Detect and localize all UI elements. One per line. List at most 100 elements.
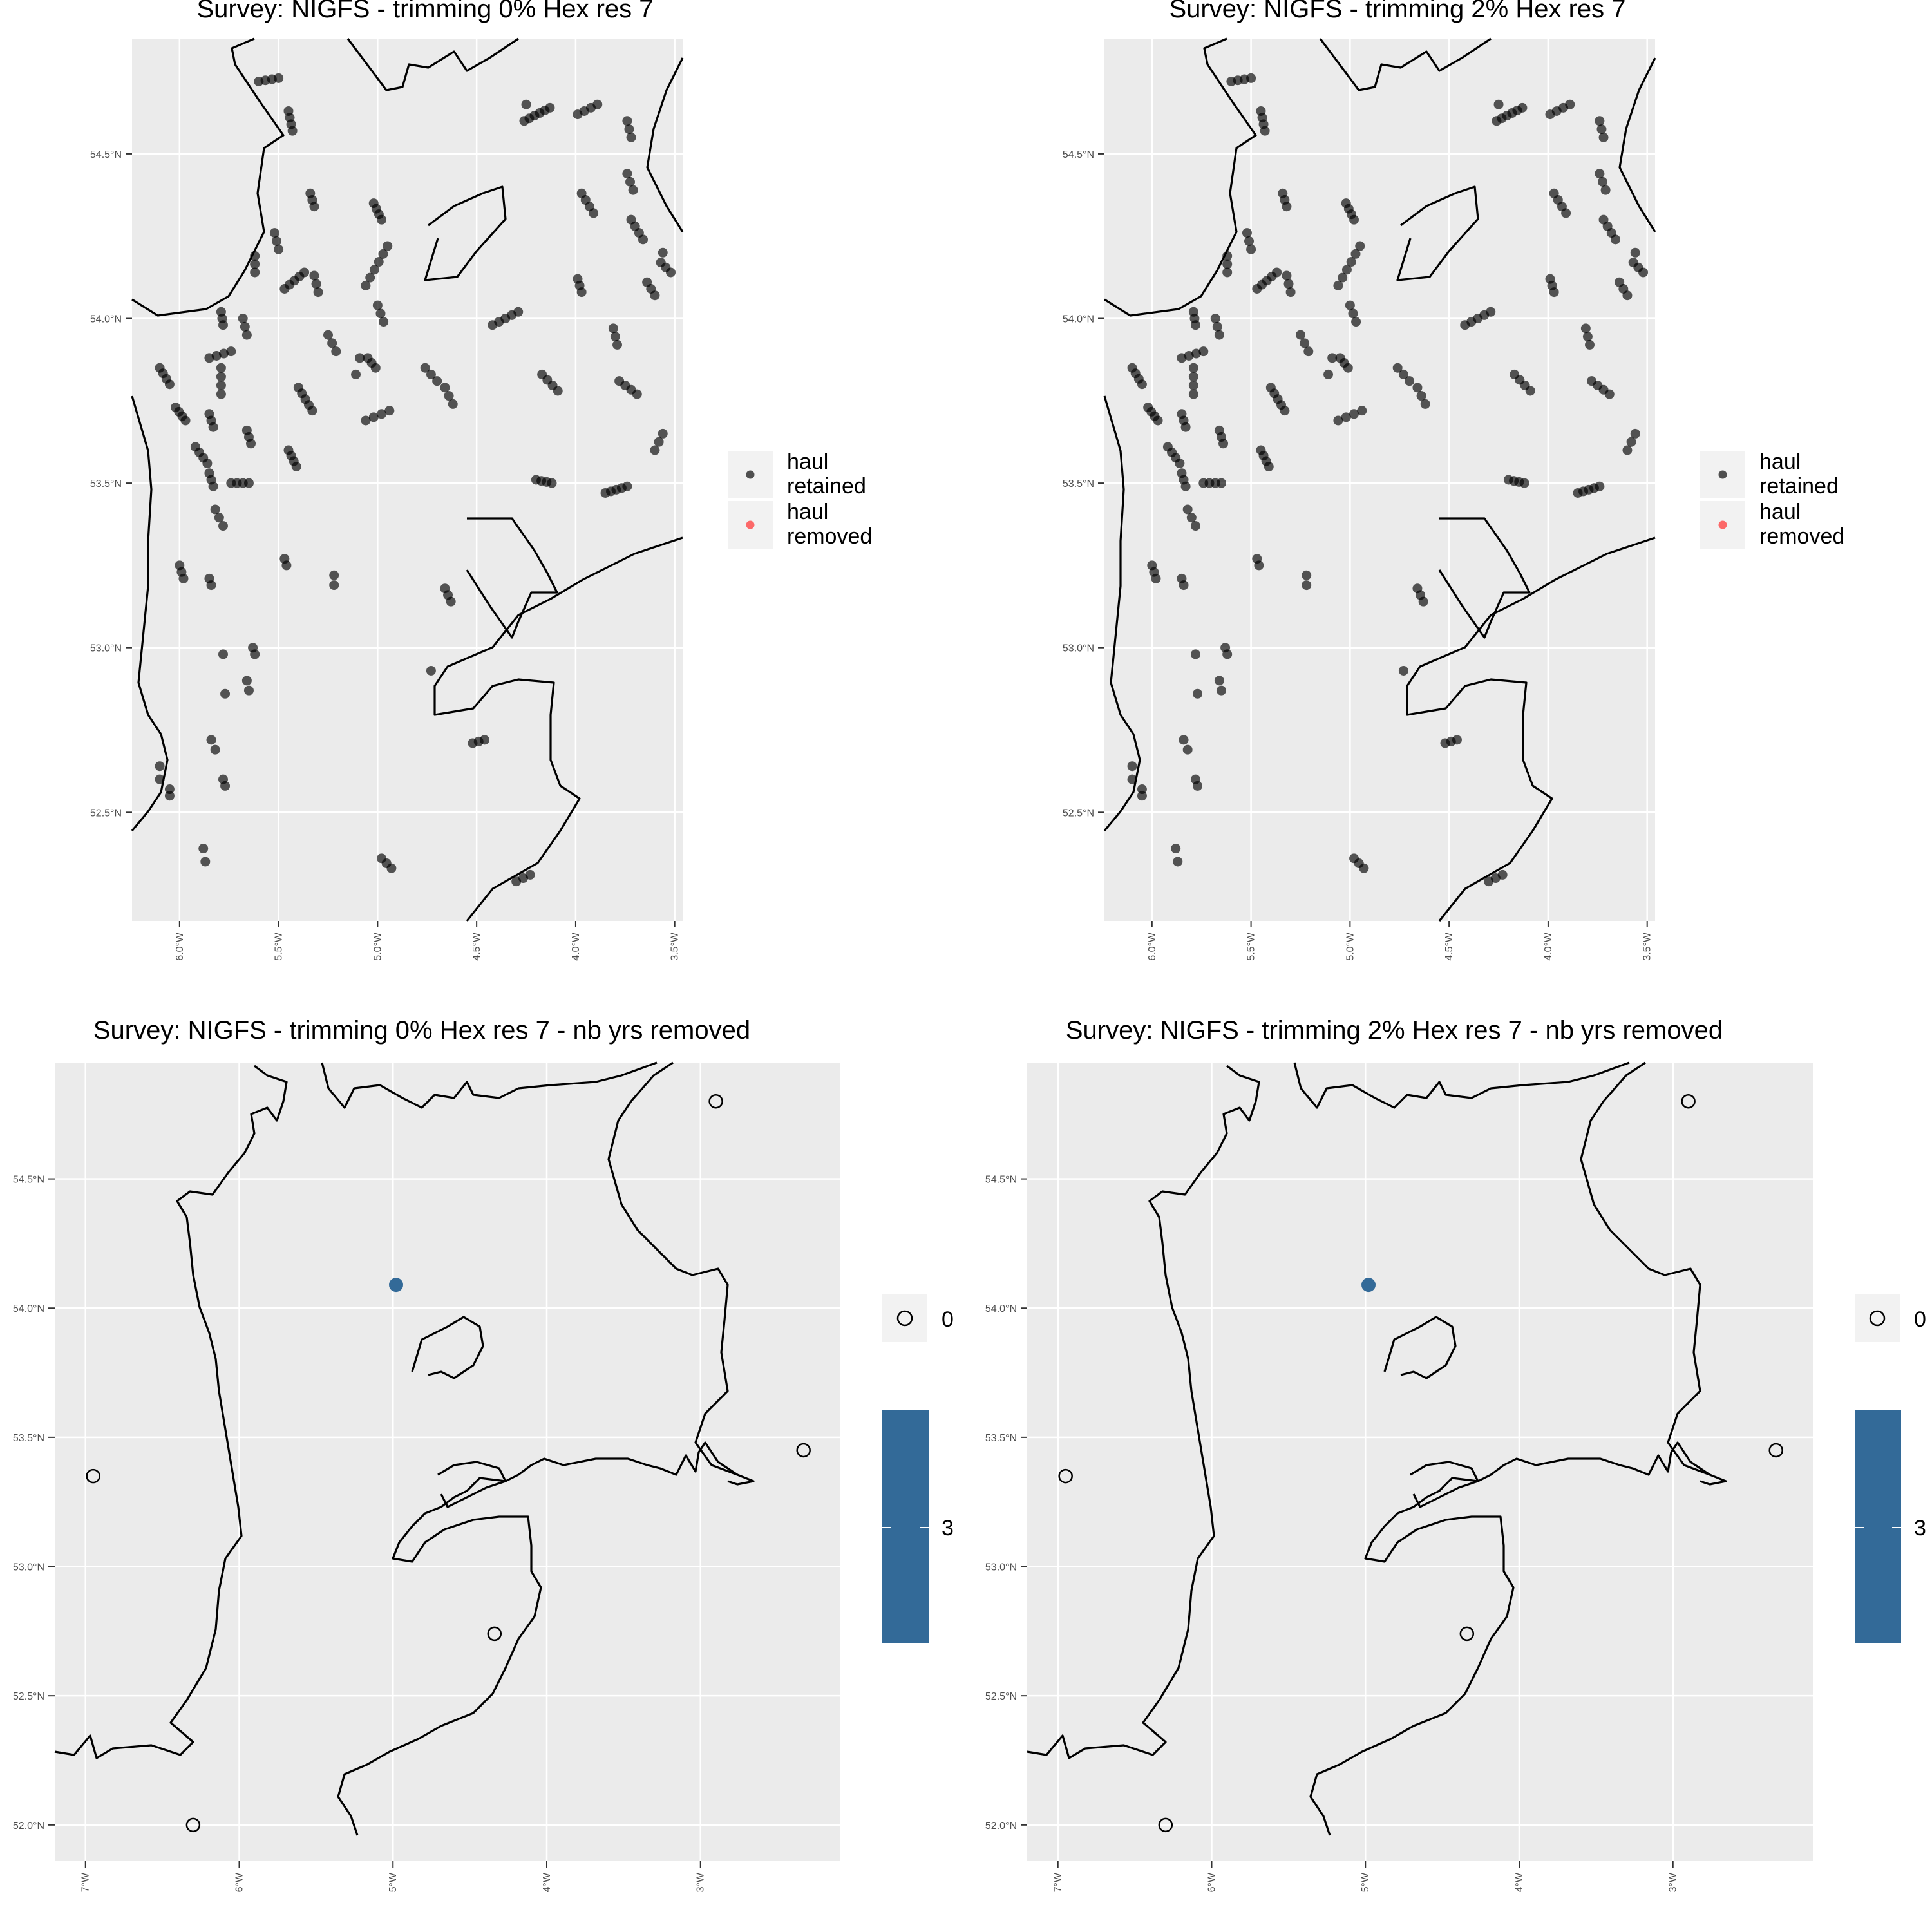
coastline — [1397, 187, 1478, 280]
haul-point — [1153, 415, 1163, 426]
haul-point — [1596, 124, 1607, 135]
haul-point — [377, 409, 387, 419]
coastline — [132, 396, 167, 831]
haul-point — [1188, 389, 1198, 399]
haul-point — [214, 513, 224, 523]
haul-point — [1359, 863, 1369, 873]
y-tick-label: 52.5°N — [13, 1691, 44, 1702]
haul-point — [250, 267, 260, 278]
haul-point — [307, 406, 317, 416]
haul-point — [1242, 228, 1252, 238]
haul-point — [1190, 521, 1200, 531]
haul-point — [243, 478, 254, 488]
haul-point — [1638, 267, 1649, 278]
haul-point — [242, 330, 252, 340]
haul-point — [420, 363, 430, 373]
haul-point — [1193, 781, 1203, 791]
haul-point — [218, 320, 228, 330]
haul-point — [1392, 363, 1403, 373]
haul-point — [1597, 176, 1607, 187]
haul-point — [1264, 462, 1274, 472]
haul-point — [1260, 126, 1270, 136]
haul-point — [1338, 272, 1348, 283]
haul-point — [1282, 202, 1292, 212]
haul-point — [1519, 478, 1530, 488]
coastline — [609, 1063, 753, 1484]
haul-point — [250, 649, 260, 659]
haul-point — [1282, 270, 1292, 281]
legend-label: haul — [1759, 450, 1801, 474]
haul-point — [1333, 415, 1343, 426]
haul-point — [313, 287, 323, 298]
haul-point — [1517, 102, 1528, 113]
legend-label: retained — [787, 474, 866, 498]
x-tick-label: 4°W — [542, 1872, 553, 1892]
haul-point — [1418, 596, 1428, 607]
x-tick-label: 3.5°W — [670, 932, 681, 961]
haul-point — [444, 391, 454, 401]
coastline — [322, 1063, 657, 1108]
haul-point — [624, 124, 634, 135]
hex-point-zero — [86, 1468, 100, 1484]
y-tick-label: 54.0°N — [13, 1303, 44, 1314]
haul-point — [216, 372, 226, 382]
haul-point — [361, 415, 371, 426]
haul-point — [628, 185, 638, 195]
haul-point — [1295, 330, 1305, 340]
y-tick-label: 52.5°N — [90, 808, 122, 819]
haul-point — [1626, 437, 1636, 447]
haul-point — [331, 346, 341, 357]
haul-point — [1137, 379, 1147, 390]
haul-point — [1246, 73, 1256, 83]
haul-point — [211, 350, 222, 361]
x-tick-label: 5°W — [1360, 1872, 1371, 1892]
legend: 03 — [882, 1294, 954, 1643]
haul-point — [281, 560, 292, 571]
haul-point — [1630, 428, 1640, 439]
haul-point — [1188, 380, 1198, 390]
haul-point — [1302, 580, 1312, 591]
haul-point — [272, 236, 282, 246]
map-panel-1: 52.5°N 53.0°N 53.5°N 54.0°N 54.5°N 6.0°W 5.5°W… — [1063, 39, 1655, 961]
haul-point — [1127, 774, 1137, 784]
haul-point — [1193, 688, 1203, 699]
hex-point-zero — [487, 1626, 502, 1642]
hex-point-removed — [1361, 1278, 1376, 1293]
haul-point — [206, 580, 216, 591]
haul-point — [155, 774, 165, 784]
haul-point — [1630, 247, 1640, 258]
map-panel-0: 52.5°N 53.0°N 53.5°N 54.0°N 54.5°N 6.0°W 5.5°W… — [90, 39, 683, 961]
haul-point — [1184, 350, 1194, 361]
haul-point — [1565, 99, 1575, 109]
haul-point — [1272, 267, 1282, 278]
haul-point — [1452, 735, 1462, 745]
y-tick-label: 53.0°N — [13, 1562, 44, 1573]
haul-point — [1222, 259, 1233, 269]
haul-point — [291, 462, 301, 472]
haul-point — [210, 504, 220, 515]
haul-point — [1486, 307, 1496, 317]
haul-point — [1188, 363, 1198, 373]
haul-point — [622, 169, 632, 179]
haul-point — [1188, 372, 1198, 382]
haul-point — [1622, 445, 1633, 455]
haul-point — [440, 383, 450, 393]
hex-point-zero — [1768, 1443, 1783, 1458]
haul-point — [1416, 391, 1426, 401]
hex-point-removed — [389, 1278, 404, 1293]
haul-point — [1420, 399, 1430, 409]
haul-point — [1341, 265, 1352, 275]
haul-point — [200, 857, 211, 867]
haul-point — [365, 272, 375, 283]
x-tick-label: 5.0°W — [1345, 932, 1356, 961]
haul-point — [1345, 300, 1355, 310]
map-panel-2: 52.0°N 52.5°N 53.0°N 53.5°N 54.0°N 54.5°N 7°W 6… — [13, 1063, 840, 1892]
haul-point — [576, 287, 587, 298]
haul-point — [1595, 481, 1605, 491]
haul-point — [426, 665, 436, 676]
haul-point — [1190, 649, 1200, 659]
haul-point — [1127, 761, 1137, 772]
haul-point — [1341, 412, 1351, 422]
haul-point — [1173, 857, 1183, 867]
